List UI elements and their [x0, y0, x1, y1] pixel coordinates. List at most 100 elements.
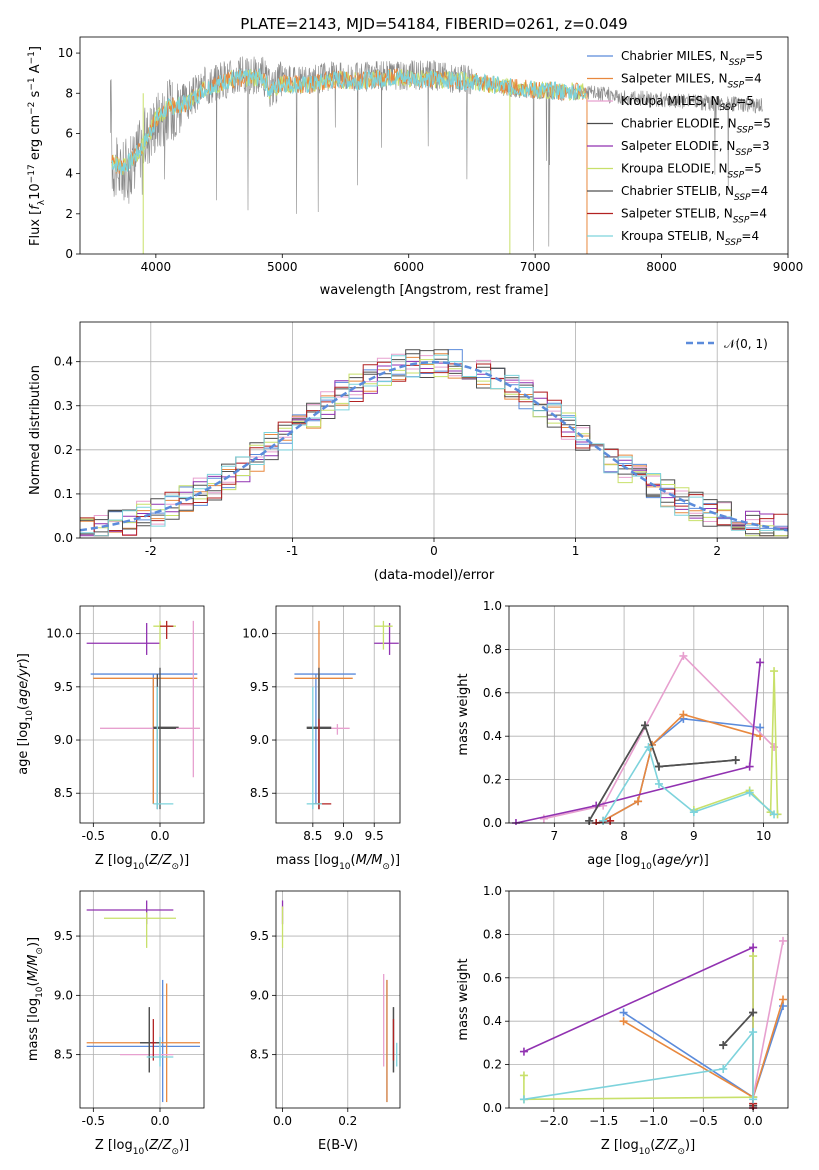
- data-point-marker: [606, 816, 615, 825]
- x-axis-label-part: age/yr: [657, 853, 700, 868]
- histogram-panel-plot-area: [80, 349, 788, 537]
- series-kroupa-elodie: [689, 667, 782, 819]
- mass-age-panel: 8.5 9.0 9.5 8.5 9.0 9.5 10.0: [242, 605, 401, 843]
- series-line: [602, 713, 761, 822]
- spectrum-panel-frame: [79, 36, 789, 255]
- x-axis-label-part: age [log: [587, 853, 640, 868]
- y-tick-label: 8.5: [250, 1048, 269, 1062]
- x-axis-label-part: mass [log: [276, 853, 339, 868]
- z-age-panel: -0.5 0.0 8.5 9.0 9.5 10.0: [46, 605, 205, 843]
- data-point-marker: [719, 1041, 728, 1050]
- series-salpeter-elodie: [519, 943, 758, 1110]
- series-chabrier-stelib: [585, 721, 740, 825]
- y-axis-label-part: ]: [28, 46, 43, 51]
- y-tick-label: 6: [65, 126, 73, 140]
- z-mass-panel-plot-area: [86, 900, 200, 1103]
- y-axis-label-part: Flux [: [28, 210, 43, 246]
- legend-label-part: =5: [745, 49, 763, 63]
- x-axis-label: Z [log10(Z/Z⊙)]: [601, 1138, 695, 1157]
- data-point-marker: [539, 814, 548, 823]
- x-axis-label: wavelength [Angstrom, rest frame]: [320, 283, 549, 298]
- y-tick-label: 9.0: [250, 988, 269, 1002]
- errorbar-salpeter-elodie: [86, 623, 160, 655]
- y-axis-label-part: 10: [25, 710, 35, 722]
- x-axis-label-part: Z [log: [95, 853, 133, 868]
- z-weight-panel-frame: [508, 890, 789, 1109]
- errorbar-kroupa-elodie: [374, 620, 393, 650]
- y-axis-label-part: )]: [26, 937, 41, 947]
- x-axis-label: Z [log10(Z/Z⊙)]: [95, 853, 189, 872]
- legend-label-part: Salpeter ELODIE, N: [621, 139, 735, 153]
- y-axis-label-part: erg cm: [28, 115, 43, 164]
- x-tick-label: 5000: [267, 260, 298, 274]
- y-axis-label-part: −17: [27, 164, 37, 183]
- series-kroupa-stelib: [599, 743, 779, 825]
- data-point-marker: [619, 1008, 628, 1017]
- x-axis-label: mass [log10(M/M⊙)]: [276, 853, 400, 872]
- legend-label-part: SSP: [729, 58, 746, 68]
- legend-label-part: Chabrier ELODIE, N: [621, 117, 737, 131]
- x-axis-label-part: Z/Z: [654, 1138, 678, 1153]
- x-tick-label: 9000: [773, 260, 804, 274]
- y-axis-label: Normed distribution: [28, 365, 43, 495]
- histogram-step-salpeter-stelib: [80, 361, 788, 537]
- x-tick-label: 8.5: [303, 829, 322, 843]
- x-axis-label-part: ⊙: [171, 1147, 179, 1157]
- x-axis-label-part: Z [log: [601, 1138, 639, 1153]
- x-tick-label: −2.0: [539, 1114, 568, 1128]
- histogram-panel-frame: [79, 321, 789, 539]
- y-axis-label: mass weight: [456, 673, 471, 755]
- legend-label-part: =3: [752, 139, 770, 153]
- data-point-marker: [756, 658, 765, 667]
- age-weight-panel: 7 8 9 10 0.0 0.2 0.4 0.6 0.8 1.0: [483, 599, 789, 843]
- errorbar-chabrier-stelib: [140, 1007, 160, 1073]
- data-point-marker: [749, 1095, 758, 1104]
- legend-label: Chabrier ELODIE, NSSP=5: [621, 117, 771, 136]
- legend-label: Salpeter STELIB, NSSP=4: [621, 207, 767, 226]
- y-tick-label: 8.5: [54, 1048, 73, 1062]
- y-tick-label: 0: [65, 247, 73, 261]
- errorbar-salpeter-stelib: [160, 620, 174, 639]
- y-axis-label: mass weight: [456, 958, 471, 1040]
- x-axis-label-part: (: [650, 1138, 655, 1153]
- y-tick-label: 0.8: [483, 927, 502, 941]
- x-axis-label-part: (: [144, 853, 149, 868]
- y-tick-label: 0.4: [483, 1014, 502, 1028]
- errorbar-kroupa-elodie: [104, 912, 176, 948]
- data-point-marker: [689, 808, 698, 817]
- x-tick-label: 1: [572, 544, 580, 558]
- data-point-marker: [585, 816, 594, 825]
- y-tick-label: 9.0: [250, 733, 269, 747]
- y-axis-label-part: 10: [28, 183, 43, 200]
- x-axis-label-part: (: [351, 853, 356, 868]
- y-tick-label: 9.0: [54, 733, 73, 747]
- legend-label-part: SSP: [734, 193, 751, 203]
- errorbar-chabrier-miles: [86, 979, 200, 1103]
- y-axis-label-part: )]: [16, 653, 31, 663]
- data-point-marker: [519, 1095, 528, 1104]
- y-tick-label: 0.8: [483, 642, 502, 656]
- spectrum-panel: 4000 5000 6000 7000 8000 9000 0 2 4 6 8 10: [58, 36, 804, 274]
- z-age-panel-frame: [79, 605, 205, 824]
- errorbar-kroupa-stelib: [153, 686, 174, 810]
- y-axis-label-part: s: [28, 90, 43, 101]
- data-point-marker: [779, 995, 788, 1004]
- legend-label-part: =4: [741, 229, 759, 243]
- x-tick-label: 0.0: [273, 1114, 292, 1128]
- z-weight-panel: −2.0 −1.5 −1.0 −0.5 0.0 0.0 0.2 0.4 0.6 0.8 1.0: [483, 884, 789, 1128]
- x-axis-label-part: 10: [639, 1147, 651, 1157]
- x-tick-label: 0.0: [744, 1114, 763, 1128]
- legend-label-part: Kroupa MILES, N: [621, 94, 720, 108]
- y-axis-label-part: λ: [37, 199, 47, 205]
- ebv-mass-panel: 0.0 0.2 8.5 9.0 9.5: [250, 890, 401, 1128]
- legend-label-part: SSP: [735, 148, 752, 158]
- x-axis-label-part: 10: [133, 1147, 145, 1157]
- data-point-marker: [654, 779, 663, 788]
- errorbar-chabrier-elodie: [140, 1007, 160, 1073]
- legend-label: Kroupa STELIB, NSSP=4: [621, 229, 759, 248]
- y-tick-label: 2: [65, 207, 73, 221]
- y-tick-label: 8: [65, 86, 73, 100]
- age-weight-panel-plot-area: [511, 651, 782, 825]
- y-tick-label: 0.0: [483, 1101, 502, 1115]
